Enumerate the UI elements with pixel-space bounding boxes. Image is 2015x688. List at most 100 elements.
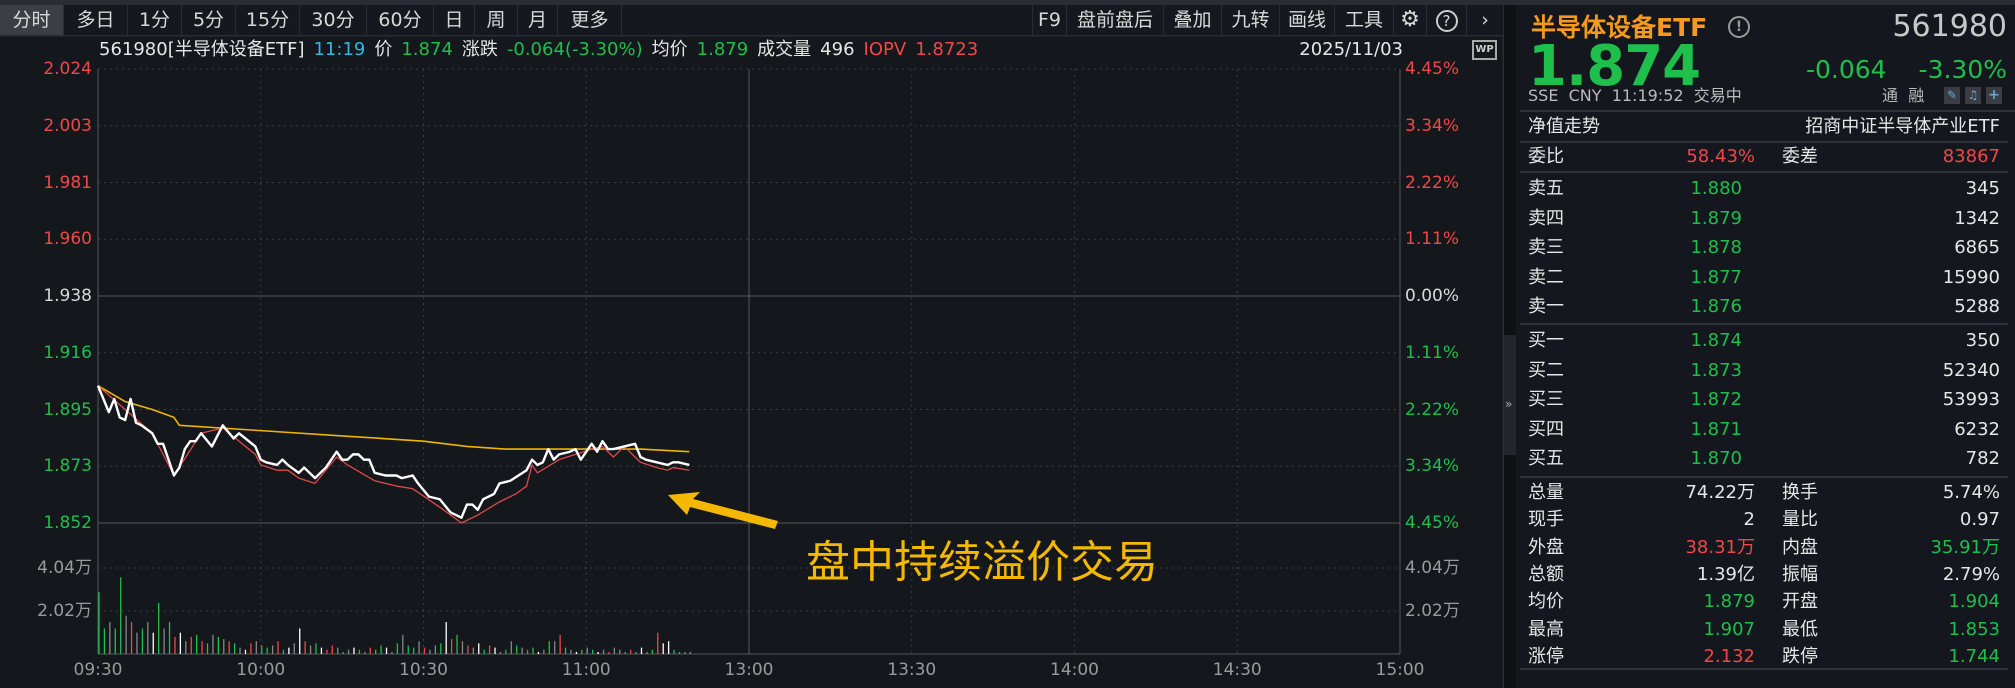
wp-icon[interactable]: WP (1472, 40, 1497, 60)
tab-15min[interactable]: 15分 (236, 5, 300, 35)
tab-intraday[interactable]: 分时 (0, 5, 64, 35)
average-price-line (97, 385, 690, 453)
exchange: SSE (1528, 86, 1559, 105)
bid-volume: 52340 (1942, 359, 2000, 381)
tools-button[interactable]: 工具 (1334, 5, 1393, 35)
stat-label: 最高 (1528, 618, 1564, 640)
question-icon[interactable]: ? (1426, 5, 1466, 35)
divider (1520, 476, 2008, 478)
ask-volume: 345 (1965, 178, 2000, 199)
pencil-icon[interactable]: ✎ (1944, 87, 1960, 104)
security-code-name: 561980[半导体设备ETF] (99, 39, 305, 60)
stat-value: 2.132 (1703, 645, 1755, 667)
stat-row: 现手 2 量比 0.97 (1528, 506, 2012, 534)
price-label: 价 (374, 39, 393, 60)
tab-month[interactable]: 月 (518, 5, 558, 35)
time-tick-label: 11:00 (561, 660, 611, 680)
f9-button[interactable]: F9 (1032, 5, 1066, 35)
price-tick-label: 1.938 (43, 286, 92, 306)
quote-time: 11:19:52 (1611, 86, 1684, 105)
time-tick-label: 10:00 (236, 660, 286, 680)
nine-turn-button[interactable]: 九转 (1221, 5, 1279, 35)
iopv-line (97, 385, 690, 524)
bid-volume: 53993 (1942, 389, 2000, 410)
tab-day[interactable]: 日 (434, 5, 475, 35)
ask-price: 1.877 (1690, 266, 1742, 288)
stat-label: 总额 (1528, 563, 1564, 585)
bid-volume: 782 (1965, 448, 2000, 469)
pre-post-market-button[interactable]: 盘前盘后 (1066, 5, 1163, 35)
security-code: 561980 (1892, 9, 2007, 44)
price-change: -0.064 (1806, 55, 1887, 84)
chart-info-line: 561980[半导体设备ETF] 11:19 价 1.874 涨跌 -0.064(-3.3… (99, 38, 987, 62)
percent-tick-label: 4.45% (1405, 59, 1460, 79)
add-icon[interactable]: + (1986, 87, 2002, 104)
tab-60min[interactable]: 60分 (367, 5, 434, 35)
weibi-label: 委比 (1528, 146, 1564, 167)
ask-level-label: 卖一 (1528, 296, 1564, 317)
order-ratio-row: 委比 58.43% 委差 83867 (1528, 143, 2012, 171)
weicha-value: 83867 (1942, 146, 2000, 167)
stat-value: 35.91万 (1930, 536, 2000, 558)
draw-line-button[interactable]: 画线 (1279, 5, 1334, 35)
tab-multi-day[interactable]: 多日 (64, 5, 128, 35)
bid-row: 买三 1.872 53993 (1528, 386, 2012, 414)
chart-background (0, 36, 1503, 688)
price-tick-label: 1.852 (43, 513, 92, 533)
tab-30min[interactable]: 30分 (300, 5, 367, 35)
stat-value: 1.744 (1948, 645, 2000, 667)
panel-collapse-strip: » (1503, 5, 1517, 688)
nav-trend-label[interactable]: 净值走势 (1528, 116, 1600, 137)
time-tick-label: 15:00 (1375, 660, 1425, 680)
bid-level-label: 买一 (1528, 330, 1564, 351)
tab-week[interactable]: 周 (475, 5, 518, 35)
bid-row: 买五 1.870 782 (1528, 445, 2012, 473)
stat-value: 1.853 (1948, 618, 2000, 640)
stat-value: 5.74% (1942, 482, 2000, 503)
ask-row: 卖五 1.880 345 (1528, 175, 2012, 203)
bid-level-label: 买二 (1528, 359, 1564, 381)
overlay-button[interactable]: 叠加 (1163, 5, 1221, 35)
security-name: 半导体设备ETF (1531, 13, 1708, 42)
stat-label: 开盘 (1782, 591, 1818, 613)
collapse-handle[interactable] (1504, 335, 1517, 455)
stat-label: 现手 (1528, 509, 1564, 531)
tab-5min[interactable]: 5分 (182, 5, 236, 35)
bid-price: 1.871 (1690, 418, 1742, 440)
nav-row[interactable]: 净值走势 招商中证半导体产业ETF (1528, 113, 2012, 141)
gear-icon[interactable]: ⚙ (1393, 5, 1426, 35)
info-icon[interactable]: ! (1728, 16, 1750, 38)
tab-more[interactable]: 更多 (558, 5, 622, 35)
percent-tick-label: 3.34% (1405, 115, 1460, 136)
avg-value: 1.879 (696, 39, 749, 60)
bid-volume: 6232 (1954, 418, 2000, 440)
bid-row: 买四 1.871 6232 (1528, 416, 2012, 444)
bid-volume: 350 (1965, 330, 2000, 351)
chevron-right-icon[interactable]: › (1466, 5, 1503, 35)
stat-value: 1.904 (1948, 591, 2000, 613)
annotation-text: 盘中持续溢价交易 (806, 537, 1158, 588)
percent-tick-label: 2.22% (1405, 172, 1460, 193)
double-chevron-right-icon[interactable]: » (1505, 397, 1513, 411)
period-tab-bar: 分时 多日 1分 5分 15分 30分 60分 日 周 月 更多 F9 盘前盘后… (0, 5, 1503, 36)
intraday-chart[interactable] (0, 36, 1503, 688)
stat-label: 振幅 (1782, 563, 1818, 585)
bell-icon[interactable]: ♫ (1965, 87, 1981, 104)
percent-tick-label: 4.45% (1405, 513, 1460, 533)
tab-1min[interactable]: 1分 (128, 5, 182, 35)
time-tick-label: 13:30 (887, 660, 937, 680)
ask-row: 卖一 1.876 5288 (1528, 293, 2012, 321)
chart-date: 2025/11/03 (1299, 39, 1403, 60)
percent-tick-label: 2.22% (1405, 399, 1460, 420)
tong-flag: 通 (1882, 86, 1899, 105)
stat-label: 最低 (1782, 618, 1818, 640)
time-tick-label: 09:30 (73, 660, 123, 680)
bid-row: 买二 1.873 52340 (1528, 357, 2012, 385)
price-value: 1.874 (401, 39, 453, 60)
stat-row: 总量 74.22万 换手 5.74% (1528, 479, 2012, 507)
stat-value: 2.79% (1942, 563, 2000, 585)
divider (1520, 110, 2015, 112)
stat-value: 1.879 (1703, 591, 1755, 613)
bid-price: 1.874 (1690, 330, 1742, 351)
ask-price: 1.880 (1690, 178, 1742, 199)
